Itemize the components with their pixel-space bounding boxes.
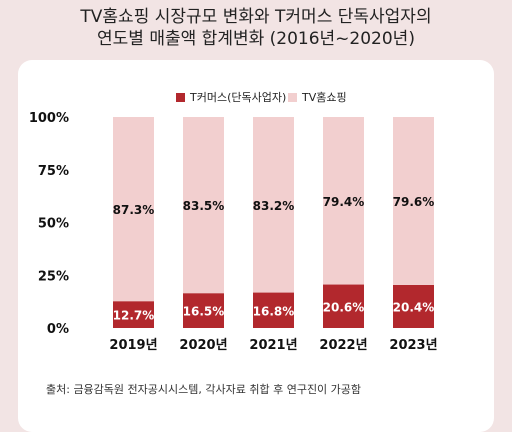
legend-label: TV홈쇼핑: [301, 90, 347, 104]
data-label: 20.6%: [323, 300, 365, 314]
data-label: 79.4%: [323, 195, 365, 209]
y-tick-label: 100%: [29, 111, 69, 126]
y-tick-label: 75%: [38, 164, 69, 179]
legend-swatch: [176, 93, 185, 102]
bar-segment: [183, 293, 224, 328]
bar-segment: [323, 117, 364, 285]
data-label: 87.3%: [113, 203, 155, 217]
x-tick-label: 2021년: [249, 338, 297, 353]
chart-title: TV홈쇼핑 시장규모 변화와 T커머스 단독사업자의 연도별 매출액 합계변화 …: [0, 6, 512, 50]
legend-swatch: [288, 93, 297, 102]
x-tick-label: 2019년: [109, 338, 157, 353]
stacked-bar-chart: T커머스(단독사업자) TV홈쇼핑 0% 25% 50% 75% 100% 12.7% 87.3…: [29, 90, 438, 353]
y-tick-label: 0%: [47, 322, 69, 337]
data-label: 12.7%: [113, 309, 155, 323]
bar-segment: [323, 284, 364, 328]
data-label: 79.6%: [393, 195, 435, 209]
data-label: 16.8%: [253, 304, 295, 318]
source-note: 출처: 금융감독원 전자공시시스템, 각사자료 취합 후 연구진이 가공함: [46, 383, 362, 396]
bar-segment: [253, 292, 294, 328]
bar-segment: [253, 117, 294, 293]
legend-label: T커머스(단독사업자): [189, 91, 286, 104]
y-tick-label: 25%: [38, 269, 69, 284]
data-label: 83.5%: [183, 199, 225, 213]
chart-panel: T커머스(단독사업자) TV홈쇼핑 0% 25% 50% 75% 100% 12.7% 87.3…: [18, 60, 494, 432]
data-label: 20.4%: [393, 300, 435, 314]
bar-segment: [183, 117, 224, 294]
y-tick-label: 50%: [38, 217, 69, 232]
chart-title-line1: TV홈쇼핑 시장규모 변화와 T커머스 단독사업자의: [80, 7, 432, 27]
data-label: 16.5%: [183, 305, 225, 319]
bar-segment: [113, 117, 154, 302]
x-tick-label: 2020년: [179, 338, 227, 353]
bar-segment: [393, 117, 434, 285]
bar-segment: [113, 301, 154, 328]
bar-segment: [393, 284, 434, 328]
chart-title-line2: 연도별 매출액 합계변화 (2016년~2020년): [97, 29, 415, 49]
x-tick-label: 2022년: [319, 338, 367, 353]
x-tick-label: 2023년: [389, 338, 437, 353]
data-label: 83.2%: [253, 199, 295, 213]
